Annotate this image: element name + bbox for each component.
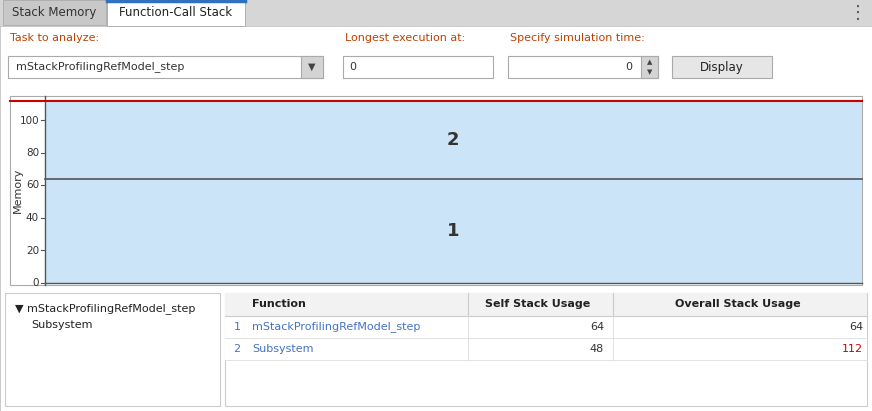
Bar [0,0,872,26]
Text: Stack Memory: Stack Memory [12,7,96,19]
Text: Specify simulation time:: Specify simulation time: [510,33,644,43]
Text: Function: Function [252,299,306,309]
Bar [107,0,245,26]
Bar [3,0,106,25]
Bar [5,293,220,406]
Text: 64: 64 [848,322,863,332]
Text: 40: 40 [26,213,39,223]
Text: 80: 80 [26,148,39,158]
Text: 2: 2 [234,344,241,354]
Text: 100: 100 [19,115,39,125]
Text: Subsystem: Subsystem [252,344,314,354]
Bar [225,316,867,338]
Text: 1: 1 [446,222,460,240]
Text: 0: 0 [32,278,39,288]
Bar [225,293,867,316]
Text: Memory: Memory [13,168,23,213]
Text: 0: 0 [349,62,356,72]
Text: 0: 0 [625,62,632,72]
Text: Task to analyze:: Task to analyze: [10,33,99,43]
Text: ▼: ▼ [647,69,652,75]
Bar [45,179,862,283]
Bar [225,338,867,360]
Text: ▼: ▼ [308,62,316,72]
Text: Self Stack Usage: Self Stack Usage [486,299,590,309]
Bar [301,56,323,78]
Text: 64: 64 [589,322,604,332]
Text: mStackProfilingRefModel_step: mStackProfilingRefModel_step [252,321,420,332]
Bar [672,56,772,78]
Text: Overall Stack Usage: Overall Stack Usage [675,299,800,309]
Text: 48: 48 [589,344,604,354]
Text: 20: 20 [26,245,39,256]
Bar [225,293,867,406]
Bar [8,56,323,78]
Text: ⋮: ⋮ [849,4,867,22]
Text: Subsystem: Subsystem [31,320,92,330]
Bar [10,96,862,285]
Text: Display: Display [700,60,744,74]
Bar [45,101,862,179]
Text: 112: 112 [841,344,863,354]
Text: 2: 2 [446,131,460,149]
Text: 60: 60 [26,180,39,191]
Bar [343,56,493,78]
Bar [641,56,658,78]
Text: ▼ mStackProfilingRefModel_step: ▼ mStackProfilingRefModel_step [15,304,195,314]
Text: mStackProfilingRefModel_step: mStackProfilingRefModel_step [16,62,184,72]
Text: ▲: ▲ [647,59,652,65]
Text: Longest execution at:: Longest execution at: [345,33,466,43]
Text: Function-Call Stack: Function-Call Stack [119,7,233,19]
Bar [508,56,658,78]
Text: 1: 1 [234,322,241,332]
